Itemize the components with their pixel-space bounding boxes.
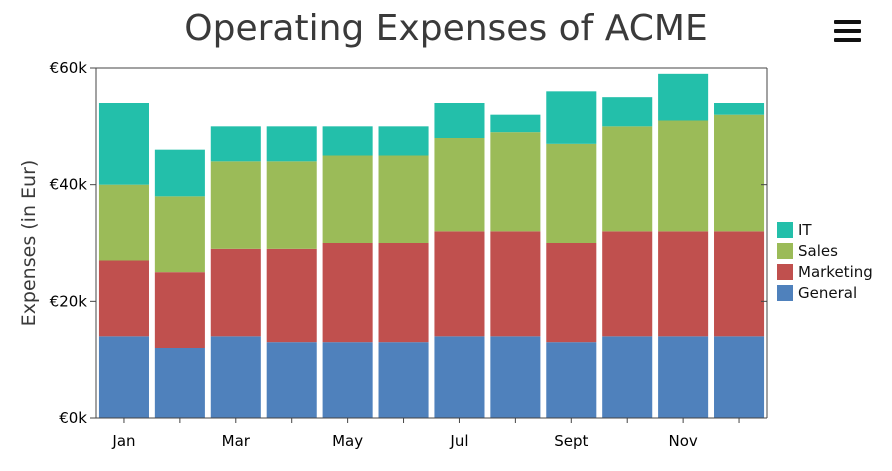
x-tick-label: Jul (449, 432, 468, 450)
bar-general-jul (434, 336, 485, 418)
y-tick-label: €20k (50, 292, 88, 310)
bar-marketing-oct (602, 231, 653, 337)
bar-it-apr (266, 126, 317, 162)
bar-sales-dec (714, 114, 765, 232)
y-axis-title: Expenses (in Eur) (18, 160, 40, 327)
x-tick-label: Jan (111, 432, 135, 450)
bar-sales-oct (602, 126, 653, 232)
bar-marketing-mar (210, 248, 261, 337)
legend-label-marketing: Marketing (798, 263, 873, 281)
chart-title: Operating Expenses of ACME (184, 8, 708, 49)
bar-it-nov (658, 73, 709, 121)
bar-marketing-feb (154, 272, 205, 348)
bars-group (98, 73, 765, 418)
bar-marketing-jul (434, 231, 485, 337)
bar-sales-mar (210, 161, 261, 249)
menu-icon-bar (834, 38, 861, 42)
legend-swatch-it (777, 222, 793, 238)
bar-sales-jan (98, 184, 149, 261)
bar-sales-aug (490, 132, 541, 232)
legend-label-sales: Sales (798, 242, 838, 260)
menu-icon-bar (834, 29, 861, 33)
bar-it-oct (602, 97, 653, 127)
x-tick-label: Nov (668, 432, 697, 450)
y-tick-label: €40k (50, 176, 88, 194)
legend-label-general: General (798, 284, 857, 302)
bar-sales-jul (434, 138, 485, 232)
legend: IT Sales Marketing General (777, 221, 873, 302)
y-tick-label: €0k (59, 409, 87, 427)
bar-sales-nov (658, 120, 709, 232)
bar-sales-jun (378, 155, 429, 243)
bar-sales-sept (546, 143, 597, 243)
bar-sales-may (322, 155, 373, 243)
legend-swatch-general (777, 285, 793, 301)
legend-swatch-sales (777, 243, 793, 259)
bar-marketing-aug (490, 231, 541, 337)
bar-marketing-jan (98, 260, 149, 337)
bar-marketing-apr (266, 248, 317, 343)
bar-it-mar (210, 126, 261, 162)
bar-general-apr (266, 342, 317, 418)
menu-button[interactable] (834, 20, 862, 44)
bar-general-mar (210, 336, 261, 418)
legend-label-it: IT (798, 221, 812, 239)
bar-it-feb (154, 149, 205, 197)
bar-general-oct (602, 336, 653, 418)
bar-marketing-nov (658, 231, 709, 337)
y-tick-label: €60k (50, 59, 88, 77)
bar-it-jul (434, 103, 485, 138)
bar-marketing-dec (714, 231, 765, 337)
bar-it-jan (98, 103, 149, 185)
bar-sales-feb (154, 196, 205, 273)
x-tick-label: Sept (554, 432, 588, 450)
bar-general-dec (714, 336, 765, 418)
bar-marketing-jun (378, 243, 429, 343)
bar-it-may (322, 126, 373, 156)
bar-general-jun (378, 342, 429, 418)
bar-sales-apr (266, 161, 317, 249)
x-tick-label: Mar (222, 432, 251, 450)
menu-icon-bar (834, 20, 861, 24)
bar-marketing-sept (546, 243, 597, 343)
legend-swatch-marketing (777, 264, 793, 280)
bar-it-aug (490, 114, 541, 133)
bar-it-sept (546, 91, 597, 144)
bar-it-jun (378, 126, 429, 156)
x-tick-label: May (332, 432, 363, 450)
bar-general-aug (490, 336, 541, 418)
bar-general-sept (546, 342, 597, 418)
bar-general-jan (98, 336, 149, 418)
bar-general-nov (658, 336, 709, 418)
axes-group: €0k €20k €40k €60k Jan Mar May Jul Sept Nov Expens… (18, 59, 768, 450)
bar-general-may (322, 342, 373, 418)
bar-it-dec (714, 103, 765, 115)
bar-general-feb (154, 348, 205, 418)
bar-marketing-may (322, 243, 373, 343)
